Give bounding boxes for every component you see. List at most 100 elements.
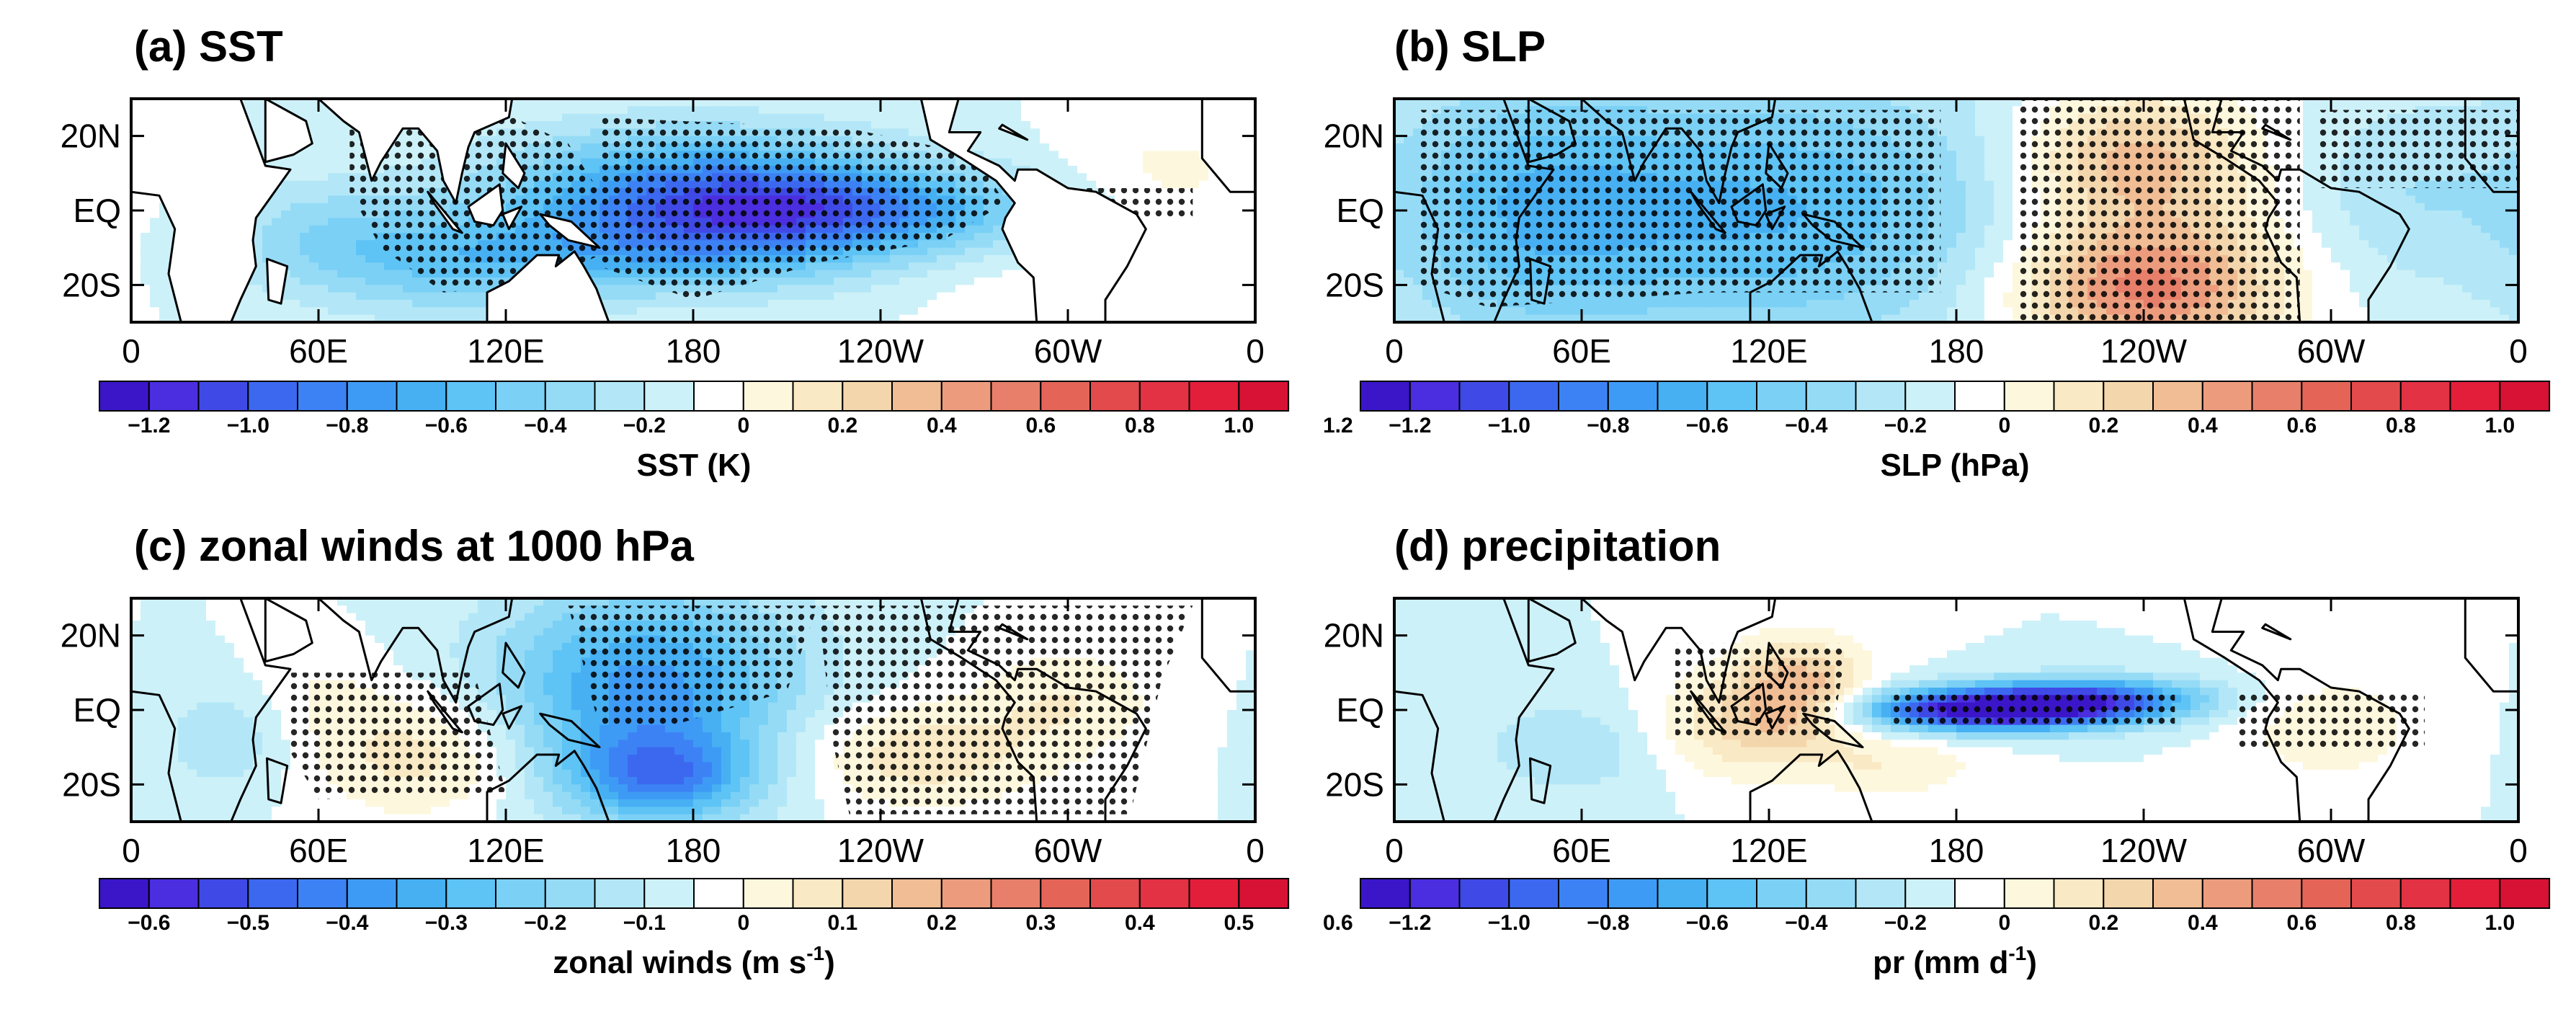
colorbar-tick-label: 0 — [737, 911, 749, 935]
panel-a-xtick-label: 60E — [289, 332, 348, 370]
colorbar-tick-label: 0.2 — [827, 414, 857, 438]
panel-d-xtick-label: 120E — [1730, 832, 1807, 869]
colorbar-tick-label: 0.2 — [2088, 911, 2118, 935]
panel-c-colorbar-title: zonal winds (m s-1) — [553, 942, 835, 980]
colorbar-box — [742, 381, 794, 412]
colorbar-box — [2251, 381, 2303, 412]
colorbar-box — [2399, 878, 2451, 909]
panel-c-coastlines — [131, 598, 1255, 822]
panel-a-coastlines — [131, 99, 1255, 322]
panel-a-xtick-label: 0 — [1246, 332, 1265, 370]
colorbar-tick-label: −0.2 — [524, 911, 566, 935]
colorbar-box — [1558, 381, 1609, 412]
colorbar-tick-label: 0.8 — [2386, 414, 2416, 438]
colorbar-tick-label: −1.2 — [128, 414, 170, 438]
colorbar-tick-label: 0.4 — [2188, 911, 2218, 935]
colorbar-box — [1954, 381, 2005, 412]
panel-d-ytick-label: 20S — [1325, 765, 1384, 803]
colorbar-box — [1188, 878, 1240, 909]
panel-a-xtick-label: 60W — [1034, 332, 1102, 370]
colorbar-box — [99, 878, 150, 909]
panel-b-xtick-label: 180 — [1929, 332, 1984, 370]
panel-b-title: (b) SLP — [1394, 22, 1546, 71]
colorbar-tick-label: −0.6 — [425, 414, 468, 438]
colorbar-tick-label: −1.2 — [1389, 414, 1431, 438]
colorbar-box — [495, 381, 546, 412]
panel-b-xtick-label: 0 — [2509, 332, 2528, 370]
colorbar-box — [2003, 878, 2055, 909]
colorbar-box — [594, 381, 646, 412]
colorbar-box — [197, 381, 249, 412]
colorbar-tick-label: −0.2 — [623, 414, 666, 438]
colorbar-box — [2449, 381, 2501, 412]
colorbar-tick-label: −0.6 — [128, 911, 170, 935]
colorbar-box — [693, 381, 744, 412]
colorbar-tick-label: −0.4 — [1785, 911, 1828, 935]
colorbar-box — [1756, 381, 1807, 412]
colorbar-box — [990, 878, 1042, 909]
colorbar-tick-label: −0.1 — [623, 911, 666, 935]
colorbar-box — [247, 878, 299, 909]
colorbar-box — [1138, 878, 1190, 909]
colorbar-tick-label: 1.0 — [2484, 911, 2515, 935]
colorbar-box — [643, 878, 695, 909]
panel-b-ytick-label: EQ — [1337, 192, 1384, 229]
colorbar-box — [396, 381, 447, 412]
colorbar-tick-label: 0 — [737, 414, 749, 438]
colorbar-tick-label: −0.2 — [1884, 911, 1927, 935]
colorbar-box — [2152, 381, 2203, 412]
colorbar-box — [1040, 381, 1092, 412]
panel-a-ytick-label: 20S — [62, 266, 121, 303]
colorbar-box — [1458, 878, 1510, 909]
colorbar-tick-label: 1.0 — [1224, 414, 1254, 438]
colorbar-tick-label: 0.2 — [2088, 414, 2118, 438]
colorbar-tick-label: −1.0 — [227, 414, 269, 438]
colorbar-box — [1360, 878, 1411, 909]
colorbar-box — [1040, 878, 1092, 909]
panel-a-title: (a) SST — [134, 22, 283, 71]
panel-d-xtick-label: 0 — [1385, 832, 1404, 869]
colorbar-box — [396, 878, 447, 909]
panel-a-colorbar: −1.2 −1.0 −0.8 −0.6 −0.4 −0.2 0 0.2 0.4 0.6 0.8 1.0… — [99, 381, 1353, 483]
colorbar-box — [1508, 381, 1560, 412]
colorbar-tick-label: −0.8 — [1587, 414, 1629, 438]
panel-c-xtick-label: 120W — [837, 832, 924, 869]
panel-b-coastlines — [1394, 99, 2518, 322]
colorbar-tick-label: 1.2 — [1323, 414, 1353, 438]
colorbar-box — [2399, 381, 2451, 412]
colorbar-box — [2103, 878, 2154, 909]
panel-d-ytick-label: 20N — [1324, 617, 1384, 654]
panel-c-xtick-label: 120E — [467, 832, 544, 869]
panel-d-xtick-label: 60W — [2297, 832, 2366, 869]
colorbar-box — [297, 381, 348, 412]
colorbar-box — [2053, 381, 2105, 412]
colorbar-box — [1360, 381, 1411, 412]
colorbar-box — [99, 381, 150, 412]
panel-b-field — [1394, 99, 2518, 322]
colorbar-box — [1188, 381, 1240, 412]
colorbar-box — [544, 381, 596, 412]
colorbar-tick-label: −0.2 — [1884, 414, 1927, 438]
panel-c-field — [131, 598, 1255, 822]
colorbar-box — [2152, 878, 2203, 909]
colorbar-box — [2201, 381, 2253, 412]
colorbar-tick-label: 0.4 — [2188, 414, 2218, 438]
colorbar-box — [148, 878, 200, 909]
colorbar-box — [2301, 381, 2353, 412]
colorbar-tick-label: 0.8 — [2386, 911, 2416, 935]
panel-d-xtick-label: 180 — [1929, 832, 1984, 869]
colorbar-box — [1558, 878, 1609, 909]
colorbar-box — [2350, 878, 2402, 909]
panel-d-field — [1394, 598, 2518, 822]
panel-a-colorbar-title: SST (K) — [637, 448, 752, 483]
panel-c-xtick-label: 0 — [122, 832, 141, 869]
panel-d-colorbar-title: pr (mm d-1) — [1873, 942, 2037, 980]
panel-c-title: (c) zonal winds at 1000 hPa — [134, 522, 695, 570]
colorbar-tick-label: 0.3 — [1025, 911, 1056, 935]
panel-b-xtick-label: 0 — [1385, 332, 1404, 370]
colorbar-tick-label: 0.2 — [927, 911, 957, 935]
